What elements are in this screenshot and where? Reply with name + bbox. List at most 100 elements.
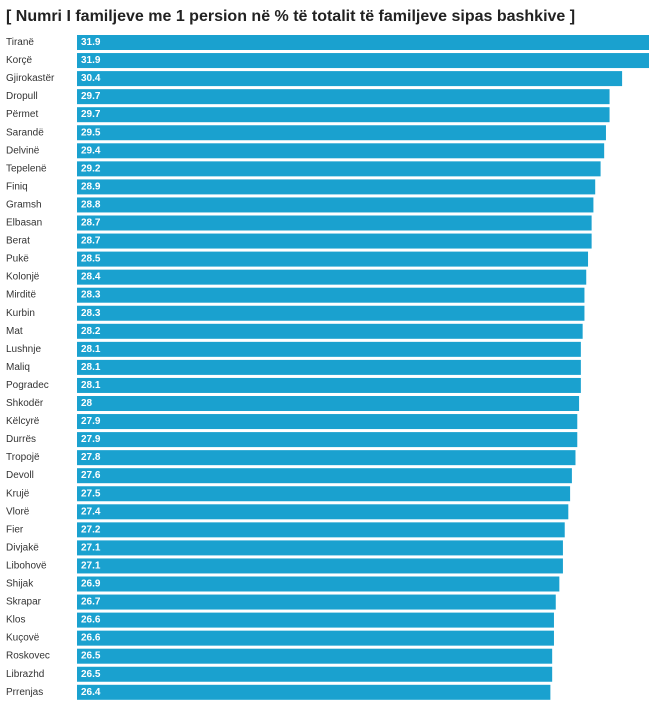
bar bbox=[77, 486, 571, 502]
category-label: Pukë bbox=[6, 254, 29, 265]
bar bbox=[77, 161, 601, 177]
value-label: 27.2 bbox=[81, 524, 101, 535]
bar bbox=[77, 179, 596, 195]
category-label: Mat bbox=[6, 326, 23, 337]
bar bbox=[77, 197, 594, 213]
value-label: 29.7 bbox=[81, 109, 101, 120]
value-label: 28.1 bbox=[81, 380, 101, 391]
value-label: 29.2 bbox=[81, 163, 101, 174]
category-label: Lushnje bbox=[6, 344, 41, 355]
category-label: Mirditë bbox=[6, 290, 36, 301]
category-label: Vlorë bbox=[6, 506, 30, 517]
bar bbox=[77, 666, 553, 682]
category-label: Klos bbox=[6, 615, 25, 626]
bar bbox=[77, 89, 610, 105]
bar bbox=[77, 558, 563, 574]
category-label: Roskovec bbox=[6, 651, 50, 662]
value-label: 26.6 bbox=[81, 615, 101, 626]
category-label: Përmet bbox=[6, 109, 38, 120]
value-label: 26.7 bbox=[81, 597, 101, 608]
bar bbox=[77, 251, 589, 267]
bar bbox=[77, 53, 649, 69]
category-label: Kurbin bbox=[6, 308, 35, 319]
category-label: Maliq bbox=[6, 362, 30, 373]
category-label: Durrës bbox=[6, 434, 36, 445]
category-label: Korçë bbox=[6, 55, 33, 66]
category-label: Libohovë bbox=[6, 560, 47, 571]
bar bbox=[77, 143, 605, 159]
bar bbox=[77, 612, 554, 628]
value-label: 27.1 bbox=[81, 560, 101, 571]
bar bbox=[77, 432, 578, 448]
value-label: 28 bbox=[81, 398, 93, 409]
category-label: Pogradec bbox=[6, 380, 49, 391]
bar bbox=[77, 287, 585, 303]
category-label: Librazhd bbox=[6, 669, 44, 680]
category-label: Dropull bbox=[6, 91, 38, 102]
category-label: Gramsh bbox=[6, 199, 42, 210]
bar bbox=[77, 35, 649, 50]
value-label: 27.6 bbox=[81, 470, 101, 481]
category-label: Kuçovë bbox=[6, 633, 40, 644]
bar bbox=[77, 215, 592, 231]
category-label: Delvinë bbox=[6, 145, 40, 156]
bar bbox=[77, 396, 580, 411]
bar bbox=[77, 684, 551, 700]
bar bbox=[77, 522, 565, 538]
bar bbox=[77, 305, 585, 321]
value-label: 30.4 bbox=[81, 73, 101, 84]
category-label: Berat bbox=[6, 236, 30, 247]
bar bbox=[77, 630, 554, 646]
value-label: 28.8 bbox=[81, 199, 101, 210]
category-label: Divjakë bbox=[6, 542, 39, 553]
value-label: 29.5 bbox=[81, 127, 101, 138]
value-label: 27.8 bbox=[81, 452, 101, 463]
bar bbox=[77, 594, 556, 610]
value-label: 28.1 bbox=[81, 344, 101, 355]
bar bbox=[77, 233, 592, 249]
category-label: Këlcyrë bbox=[6, 416, 40, 427]
value-label: 28.2 bbox=[81, 326, 101, 337]
value-label: 26.5 bbox=[81, 669, 101, 680]
category-label: Tepelenë bbox=[6, 163, 47, 174]
value-label: 27.9 bbox=[81, 434, 101, 445]
bar bbox=[77, 359, 581, 375]
category-label: Elbasan bbox=[6, 218, 42, 229]
value-label: 27.4 bbox=[81, 506, 101, 517]
bar bbox=[77, 576, 560, 592]
category-label: Fier bbox=[6, 524, 24, 535]
value-label: 28.1 bbox=[81, 362, 101, 373]
category-label: Kolonjë bbox=[6, 272, 40, 283]
category-label: Devoll bbox=[6, 470, 34, 481]
bar bbox=[77, 341, 581, 357]
bars-group: Tiranë 31.9 Korçë 31.9 Gjirokastër 30.4 Dropul… bbox=[6, 35, 649, 700]
bar bbox=[77, 107, 610, 123]
value-label: 28.5 bbox=[81, 254, 101, 265]
category-label: Sarandë bbox=[6, 127, 44, 138]
category-label: Gjirokastër bbox=[6, 73, 55, 84]
bar bbox=[77, 269, 587, 285]
value-label: 26.4 bbox=[81, 687, 101, 698]
value-label: 28.3 bbox=[81, 308, 101, 319]
value-label: 31.9 bbox=[81, 55, 101, 66]
category-label: Tropojë bbox=[6, 452, 40, 463]
value-label: 27.9 bbox=[81, 416, 101, 427]
bar bbox=[77, 377, 581, 393]
bar bbox=[77, 414, 578, 430]
value-label: 28.9 bbox=[81, 181, 101, 192]
value-label: 26.6 bbox=[81, 633, 101, 644]
value-label: 28.7 bbox=[81, 236, 101, 247]
value-label: 31.9 bbox=[81, 37, 101, 48]
category-label: Shijak bbox=[6, 579, 34, 590]
bar bbox=[77, 450, 576, 466]
value-label: 28.4 bbox=[81, 272, 101, 283]
chart-title: [ Numri I familjeve me 1 persion në % të… bbox=[6, 8, 576, 25]
value-label: 27.5 bbox=[81, 488, 101, 499]
bar bbox=[77, 323, 583, 339]
bar bbox=[77, 125, 606, 141]
category-label: Shkodër bbox=[6, 398, 44, 409]
category-label: Skrapar bbox=[6, 597, 42, 608]
value-label: 26.9 bbox=[81, 579, 101, 590]
bar bbox=[77, 468, 572, 484]
